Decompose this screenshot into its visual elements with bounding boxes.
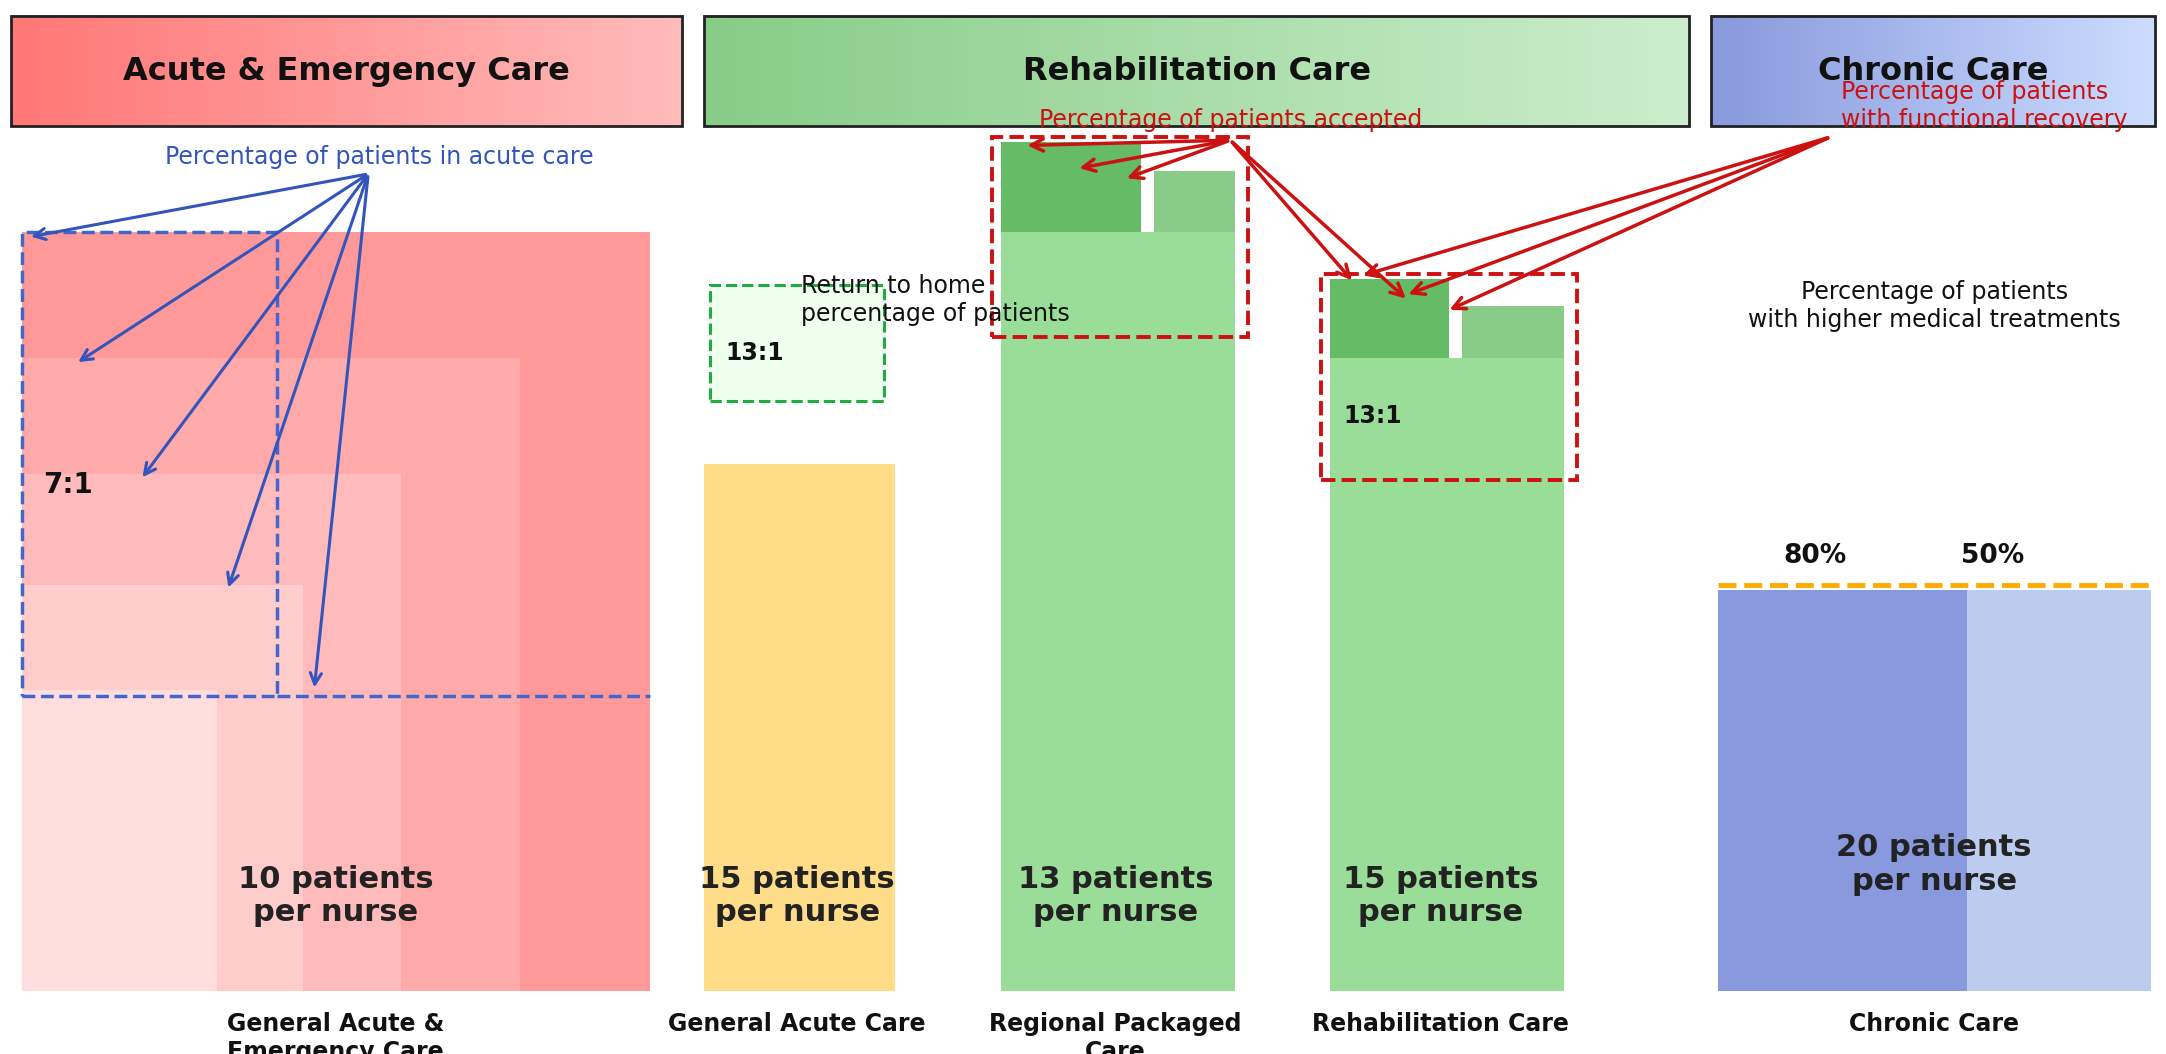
Text: Percentage of patients accepted: Percentage of patients accepted [1040, 108, 1421, 132]
Bar [11, 16, 682, 126]
Text: Rehabilitation Care: Rehabilitation Care [1313, 1012, 1568, 1036]
Bar [704, 464, 895, 991]
Bar [1330, 358, 1564, 991]
Bar [1718, 590, 1967, 991]
Bar [1330, 279, 1449, 358]
Text: 20 patients
per nurse: 20 patients per nurse [1837, 833, 2032, 896]
Text: Chronic Care: Chronic Care [1850, 1012, 2019, 1036]
Bar [704, 16, 1689, 126]
Text: Regional Packaged
Care: Regional Packaged Care [990, 1012, 1241, 1054]
Text: Percentage of patients
with functional recovery: Percentage of patients with functional r… [1841, 80, 2127, 132]
Text: 15 patients
per nurse: 15 patients per nurse [700, 864, 895, 928]
Bar [22, 232, 650, 991]
Bar [22, 690, 217, 991]
Text: General Acute Care: General Acute Care [669, 1012, 925, 1036]
Bar [992, 137, 1248, 337]
Text: Percentage of patients
with higher medical treatments: Percentage of patients with higher medic… [1748, 279, 2121, 332]
Bar [1462, 306, 1564, 358]
Text: Return to home
percentage of patients: Return to home percentage of patients [801, 274, 1070, 327]
Text: Rehabilitation Care: Rehabilitation Care [1022, 56, 1371, 86]
Text: 13:1: 13:1 [1343, 405, 1401, 428]
Bar [1154, 171, 1235, 232]
Text: 7:1: 7:1 [43, 471, 93, 499]
Text: Acute & Emergency Care: Acute & Emergency Care [123, 56, 570, 86]
Text: 80%: 80% [1783, 543, 1848, 569]
Text: 13 patients
per nurse: 13 patients per nurse [1018, 864, 1213, 928]
Text: 10 patients
per nurse: 10 patients per nurse [238, 864, 433, 928]
Bar [22, 232, 277, 696]
Bar [22, 585, 303, 991]
Text: 15 patients
per nurse: 15 patients per nurse [1343, 864, 1538, 928]
Bar [710, 285, 884, 401]
Bar [1001, 142, 1141, 232]
Text: General Acute &
Emergency Care: General Acute & Emergency Care [227, 1012, 444, 1054]
Bar [22, 358, 520, 991]
Bar [1718, 590, 2151, 991]
Text: Percentage of patients in acute care: Percentage of patients in acute care [165, 144, 593, 169]
Text: 13:1: 13:1 [726, 341, 784, 365]
Text: 50%: 50% [1960, 543, 2025, 569]
Bar [22, 474, 401, 991]
Bar [1711, 16, 2155, 126]
Bar [1321, 274, 1577, 480]
Text: Chronic Care: Chronic Care [1817, 56, 2049, 86]
Bar [1001, 232, 1235, 991]
